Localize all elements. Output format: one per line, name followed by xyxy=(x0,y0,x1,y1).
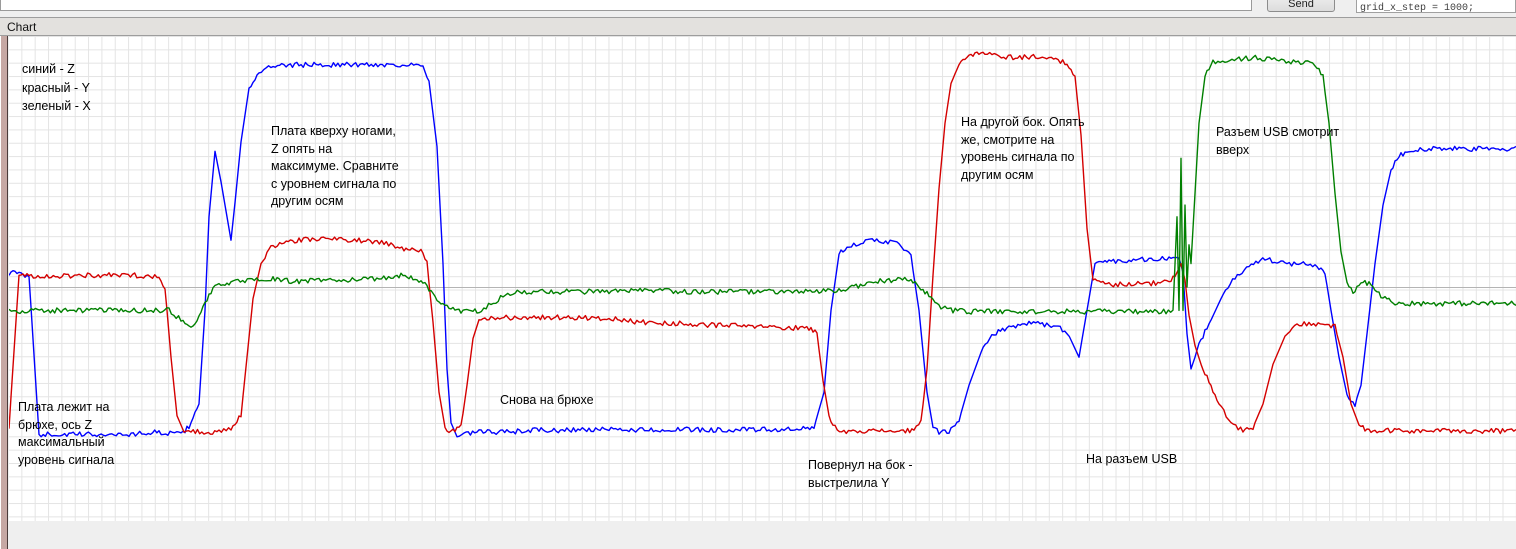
left-border-spine xyxy=(0,36,9,549)
code-snippet-box[interactable]: gnss_1_step = 1; grid_x_step = 1000; xyxy=(1356,0,1516,13)
chart-panel-title: Chart xyxy=(7,20,37,34)
chart-footer-strip xyxy=(9,521,1516,549)
chart-legend: синий - Z красный - Y зеленый - X xyxy=(22,60,91,116)
parent-window-strip: Send gnss_1_step = 1; grid_x_step = 1000… xyxy=(0,0,1516,16)
legend-item-x: зеленый - X xyxy=(22,99,91,113)
chart-series-layer xyxy=(9,51,1516,438)
legend-item-z: синий - Z xyxy=(22,62,75,76)
ann-other-side: На другой бок. Опять же, смотрите на уро… xyxy=(961,115,1085,182)
code-line-2: grid_x_step = 1000; xyxy=(1360,3,1475,13)
code-line-1: gnss_1_step = 1; xyxy=(1360,0,1512,2)
chart-panel-header: Chart xyxy=(0,17,1516,36)
series-line-z xyxy=(9,61,1516,438)
ann-usb-up: Разъем USB смотрит вверх xyxy=(1216,125,1340,157)
ann-turned-side-y: Повернул на бок - выстрелила Y xyxy=(808,458,913,490)
send-button[interactable]: Send xyxy=(1267,0,1335,12)
chart-plot-area xyxy=(9,36,1516,521)
ann-on-usb-connector: На разъем USB xyxy=(1086,452,1178,466)
ann-belly-again: Снова на брюхе xyxy=(500,393,594,407)
series-line-y xyxy=(9,51,1516,435)
command-input-field[interactable] xyxy=(0,0,1252,11)
chart-zero-axis-line xyxy=(9,287,1516,288)
ann-board-belly-z-max: Плата лежит на брюхе, ось Z максимальный… xyxy=(18,400,115,467)
legend-item-y: красный - Y xyxy=(22,80,90,95)
ann-board-upside-down: Плата кверху ногами, Z опять на максимум… xyxy=(271,124,399,208)
series-line-x xyxy=(9,54,1516,328)
chart-gridlines xyxy=(9,36,1516,521)
